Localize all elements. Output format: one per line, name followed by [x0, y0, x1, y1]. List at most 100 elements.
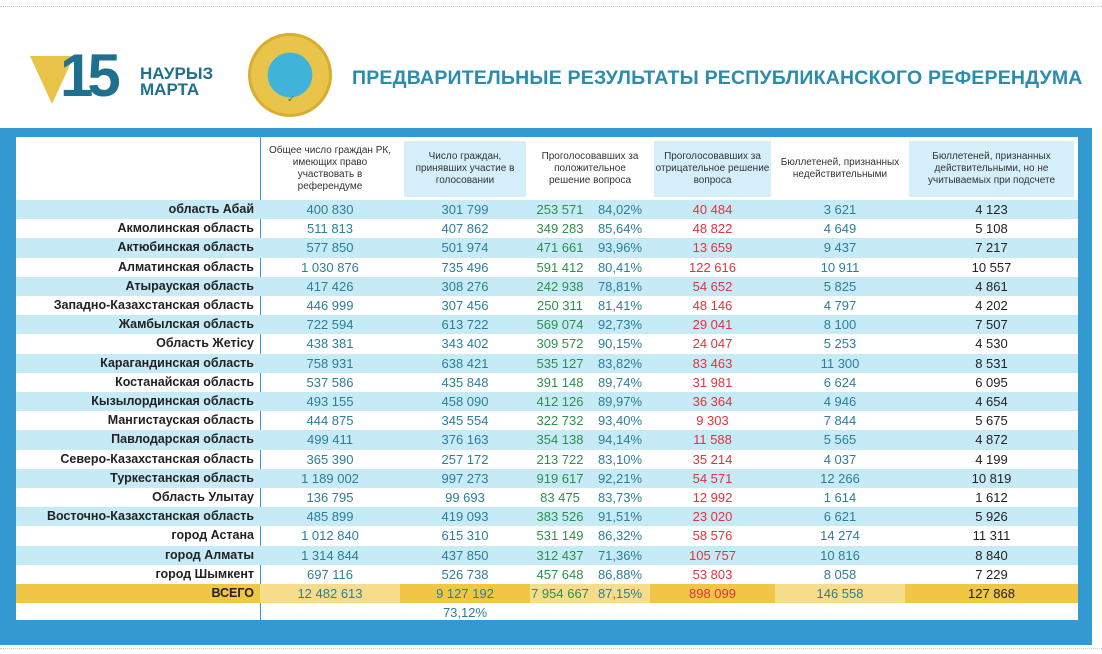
participants: 613 722 — [441, 317, 489, 333]
uncounted-valid-ballots: 4 872 — [975, 432, 1008, 448]
participants: 526 738 — [441, 566, 489, 582]
eligible-voters: 1 189 002 — [301, 470, 359, 486]
votes-yes: 322 732 — [536, 413, 584, 429]
eligible-voters: 136 795 — [306, 490, 354, 505]
votes-no: 48 822 — [692, 221, 733, 237]
votes-yes: 312 437 — [536, 547, 584, 563]
column-header-label: Число граждан, принявших участие в голос… — [415, 151, 515, 186]
votes-yes: 591 412 — [536, 259, 584, 275]
eligible-voters: 417 426 — [306, 278, 354, 294]
participants: 407 862 — [441, 221, 489, 237]
participants: 376 163 — [441, 432, 489, 448]
column-header-label: Проголосовавших за положительное решение… — [541, 150, 639, 186]
region-name: Мангистауская область — [107, 413, 254, 428]
votes-no: 48 146 — [692, 298, 733, 313]
eligible-voters: 499 411 — [306, 432, 354, 448]
votes-yes-percent: 84,02% — [597, 202, 643, 217]
eligible-voters: 446 999 — [306, 298, 354, 313]
uncounted-valid-ballots: 4 199 — [975, 451, 1008, 467]
invalid-ballots: 14 274 — [820, 528, 860, 544]
invalid-ballots: 4 946 — [823, 394, 857, 409]
votes-yes-percent: 83,73% — [597, 490, 643, 505]
invalid-ballots: 5 825 — [823, 278, 857, 294]
invalid-ballots: 11 300 — [820, 355, 860, 371]
votes-yes-percent: 89,97% — [597, 394, 643, 409]
eligible-voters: 577 850 — [306, 240, 354, 256]
eligible-voters: 12 482 613 — [297, 586, 363, 601]
votes-no: 54 652 — [692, 278, 733, 294]
votes-yes: 242 938 — [536, 278, 584, 294]
participants: 997 273 — [441, 470, 489, 486]
uncounted-valid-ballots: 5 926 — [975, 509, 1008, 525]
table-row: Жамбылская область 722 594 613 722 569 074 9… — [16, 315, 1078, 335]
participants: 501 974 — [441, 240, 489, 256]
participants: 9 127 192 — [400, 584, 530, 604]
region-name: Кызылординская область — [91, 394, 254, 408]
region-name: Восточно-Казахстанская область — [46, 509, 254, 524]
region-name: Туркестанская область — [110, 470, 254, 485]
uncounted-valid-ballots: 8 531 — [975, 355, 1008, 371]
votes-no: 83 463 — [692, 355, 733, 371]
table-row: Западно-Казахстанская область 446 999 307 … — [16, 296, 1078, 315]
region-name: Область Улытау — [152, 490, 254, 504]
logo-line2: МАРТА — [140, 80, 200, 99]
eligible-voters: 697 116 — [306, 566, 354, 582]
invalid-ballots: 4 649 — [823, 221, 857, 237]
votes-yes: 391 148 — [536, 374, 584, 390]
votes-yes-percent: 93,40% — [597, 413, 643, 429]
region-name: Северо-Казахстанская область — [60, 451, 254, 466]
uncounted-valid-ballots: 8 840 — [975, 547, 1008, 563]
invalid-ballots: 3 621 — [823, 202, 857, 217]
invalid-ballots: 6 621 — [823, 509, 857, 525]
region-name: Карагандинская область — [100, 355, 254, 370]
invalid-ballots: 4 037 — [823, 451, 857, 467]
table-row: город Алматы 1 314 844 437 850 312 437 71,36… — [16, 545, 1078, 565]
votes-yes: 7 954 667 — [531, 586, 589, 601]
votes-yes: 535 127 — [536, 355, 584, 371]
invalid-ballots: 8 058 — [823, 566, 857, 582]
column-header: Проголосовавших за отрицательное решение… — [654, 141, 771, 197]
eligible-voters: 1 012 840 — [301, 528, 359, 544]
uncounted-valid-ballots: 7 229 — [975, 566, 1008, 582]
invalid-ballots: 6 624 — [823, 374, 857, 390]
participants: 615 310 — [441, 528, 489, 544]
uncounted-valid-ballots: 4 202 — [975, 298, 1008, 313]
votes-yes-percent: 78,81% — [597, 278, 643, 294]
votes-yes-percent: 85,64% — [597, 221, 643, 237]
uncounted-valid-ballots: 7 217 — [975, 240, 1008, 256]
votes-yes: 83 475 — [540, 490, 580, 505]
invalid-ballots: 7 844 — [823, 413, 857, 429]
eligible-voters: 511 813 — [306, 221, 354, 237]
table-row: Актюбинская область 577 850 501 974 471 661… — [16, 238, 1078, 258]
votes-yes: 471 661 — [536, 240, 584, 256]
table-row: Мангистауская область 444 875 345 554 322 7… — [16, 411, 1078, 430]
column-divider — [260, 137, 261, 620]
votes-no: 31 981 — [692, 374, 733, 390]
votes-yes: 919 617 — [536, 470, 584, 486]
votes-yes-percent: 90,15% — [597, 336, 643, 352]
votes-no: 40 484 — [692, 202, 733, 217]
uncounted-valid-ballots: 11 311 — [972, 528, 1011, 544]
invalid-ballots: 8 100 — [823, 317, 857, 333]
page-title: ПРЕДВАРИТЕЛЬНЫЕ РЕЗУЛЬТАТЫ РЕСПУБЛИКАНСК… — [352, 67, 1083, 89]
votes-yes: 569 074 — [536, 317, 584, 333]
top-divider — [0, 6, 1102, 7]
table-row: Карагандинская область 758 931 638 421 535 … — [16, 353, 1078, 373]
region-name: Алматинская область — [118, 259, 254, 274]
uncounted-valid-ballots: 4 861 — [975, 278, 1008, 294]
region-name: Павлодарская область — [111, 432, 254, 447]
uncounted-valid-ballots: 4 654 — [975, 394, 1008, 409]
results-table: Общее число граждан РК, имеющих право уч… — [16, 137, 1078, 620]
table-row: Алматинская область 1 030 876 735 496 591 4… — [16, 258, 1078, 277]
eligible-voters: 537 586 — [306, 374, 354, 390]
votes-no: 24 047 — [692, 336, 733, 352]
votes-yes-percent: 91,51% — [597, 509, 643, 525]
column-header: Бюллетеней, признанных действительными, … — [909, 141, 1074, 197]
votes-yes-percent: 92,21% — [597, 470, 643, 486]
uncounted-valid-ballots: 7 507 — [975, 317, 1008, 333]
votes-no: 35 214 — [692, 451, 733, 467]
participants: 735 496 — [441, 259, 489, 275]
votes-yes: 354 138 — [536, 432, 584, 448]
column-header: Бюллетеней, признанных недействительными — [779, 137, 901, 200]
turnout-percent: 73,12% — [442, 605, 488, 621]
